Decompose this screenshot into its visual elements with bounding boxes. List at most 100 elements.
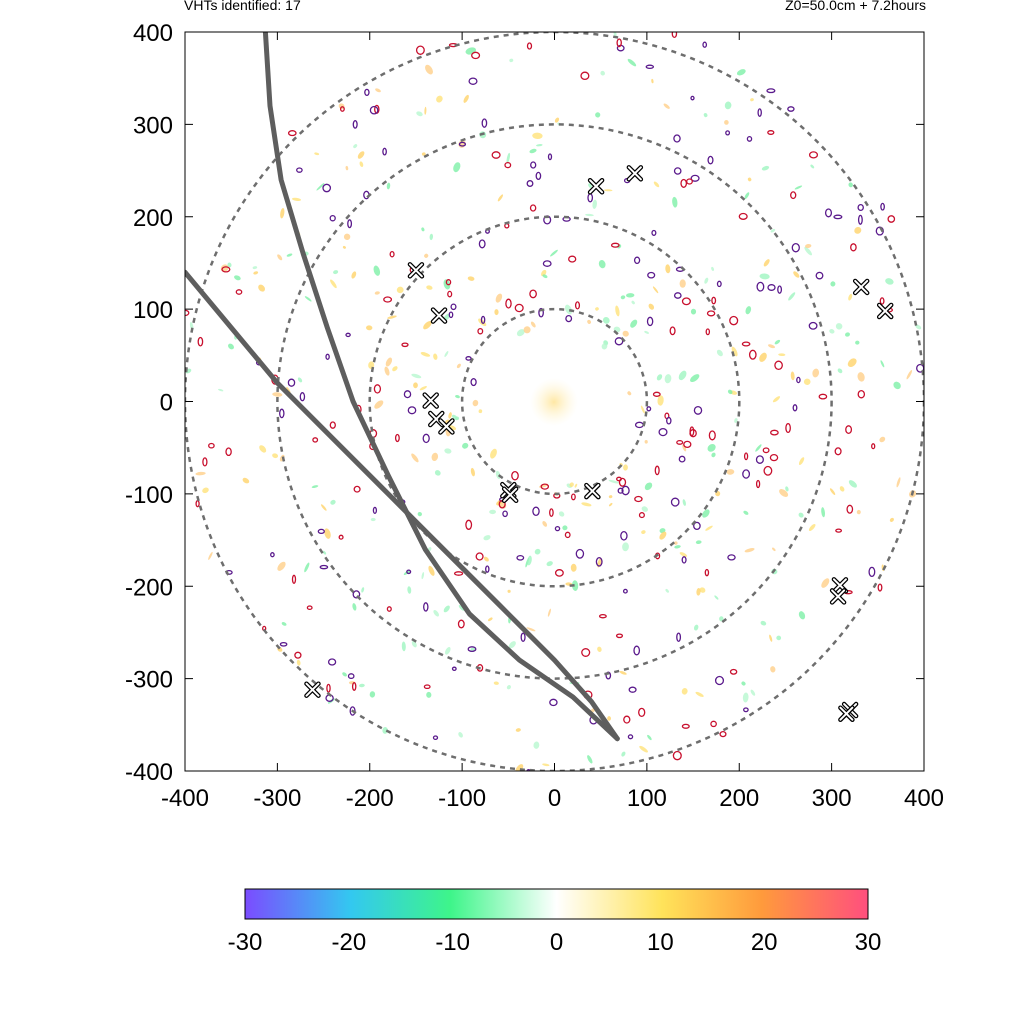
vortex-contour (522, 783, 529, 790)
field-patch (530, 321, 536, 328)
vortex-contour (705, 328, 711, 336)
field-patch (690, 308, 697, 315)
field-patch (421, 152, 426, 156)
vortex-contour (296, 167, 303, 173)
vortex-contour (683, 440, 692, 449)
field-patch (342, 246, 346, 249)
vortex-contour (329, 214, 336, 222)
field-patch (644, 440, 648, 444)
field-patch (595, 307, 599, 311)
field-patch (353, 144, 358, 149)
field-patch (523, 326, 531, 334)
vortex-contour (465, 356, 472, 361)
field-patch (798, 611, 806, 620)
field-patch (711, 266, 715, 271)
vortex-contour (570, 493, 576, 501)
field-patch (750, 689, 756, 696)
field-patch (369, 691, 376, 698)
y-tick-label: -400 (125, 759, 173, 786)
y-tick-label: 300 (133, 112, 173, 139)
vortex-contour (746, 135, 753, 142)
field-patch (848, 182, 853, 188)
field-patch (434, 470, 441, 476)
field-patch (798, 512, 804, 518)
vortex-contour (401, 342, 409, 348)
field-patch (893, 381, 901, 390)
field-patch (497, 194, 504, 202)
field-patch (420, 352, 431, 357)
vortex-contour (547, 153, 553, 161)
field-patch (330, 499, 336, 505)
vortex-contour (423, 684, 431, 690)
field-patch (280, 207, 285, 219)
field-patch (750, 98, 754, 102)
field-patch (731, 346, 738, 357)
x-tick-label: -300 (253, 785, 301, 812)
field-patch (880, 360, 885, 368)
vht-marker (407, 262, 425, 279)
vht-marker (584, 482, 601, 500)
field-patch (546, 561, 553, 567)
vortex-contour (565, 314, 573, 323)
vortex-contour (511, 470, 519, 481)
vortex-contour (681, 723, 690, 729)
vortex-contour (706, 310, 716, 317)
field-patch (516, 329, 525, 337)
field-patch (679, 279, 686, 288)
field-patch (370, 517, 376, 522)
vortex-contour (757, 108, 762, 117)
vortex-contour (646, 406, 652, 412)
field-patch (847, 358, 857, 368)
field-patch (704, 277, 709, 284)
vortex-contour (581, 648, 591, 657)
field-patch (387, 315, 397, 319)
field-patch (879, 436, 886, 443)
field-patch (889, 517, 894, 522)
colorbar-tick-label: -10 (435, 929, 470, 956)
field-patch (776, 635, 782, 641)
field-patch (542, 521, 548, 527)
vortex-contour (345, 332, 351, 338)
field-patch (619, 671, 627, 675)
vortex-contour (347, 219, 353, 229)
y-tick-label: -200 (125, 574, 173, 601)
field-patch (772, 547, 776, 552)
field-patch (601, 343, 608, 350)
field-patch (322, 550, 327, 555)
field-patch (506, 685, 511, 690)
vortex-contour (279, 641, 288, 647)
field-patch (760, 620, 767, 626)
field-patch (672, 196, 678, 208)
y-tick-label: -300 (125, 667, 173, 694)
vortex-contour (729, 315, 739, 326)
field-patch (424, 106, 427, 115)
field-patch (423, 321, 432, 330)
field-patch (554, 117, 560, 123)
vortex-contour (707, 155, 714, 165)
vortex-contour (617, 487, 624, 494)
vortex-contour (669, 326, 676, 336)
field-patch (603, 189, 613, 192)
vortex-contour (351, 682, 357, 691)
vortex-contour (306, 605, 313, 611)
field-patch (426, 285, 433, 290)
field-patch (790, 371, 795, 381)
vortex-contour (615, 633, 624, 639)
vortex-contour (767, 284, 776, 291)
field-patch (359, 683, 365, 688)
field-patch (772, 396, 781, 403)
field-patch (588, 183, 592, 188)
field-patch (421, 227, 425, 232)
field-patch (856, 509, 861, 515)
field-patch (483, 556, 489, 562)
field-patch (761, 165, 770, 171)
vortex-contour (769, 453, 779, 462)
field-patch (297, 377, 303, 383)
field-patch (330, 279, 337, 289)
field-patch (755, 444, 762, 452)
field-patch (218, 388, 224, 392)
vortex-contour (673, 134, 681, 143)
field-patch (259, 445, 267, 453)
field-patch (623, 464, 628, 471)
y-tick-label: 400 (133, 20, 173, 47)
